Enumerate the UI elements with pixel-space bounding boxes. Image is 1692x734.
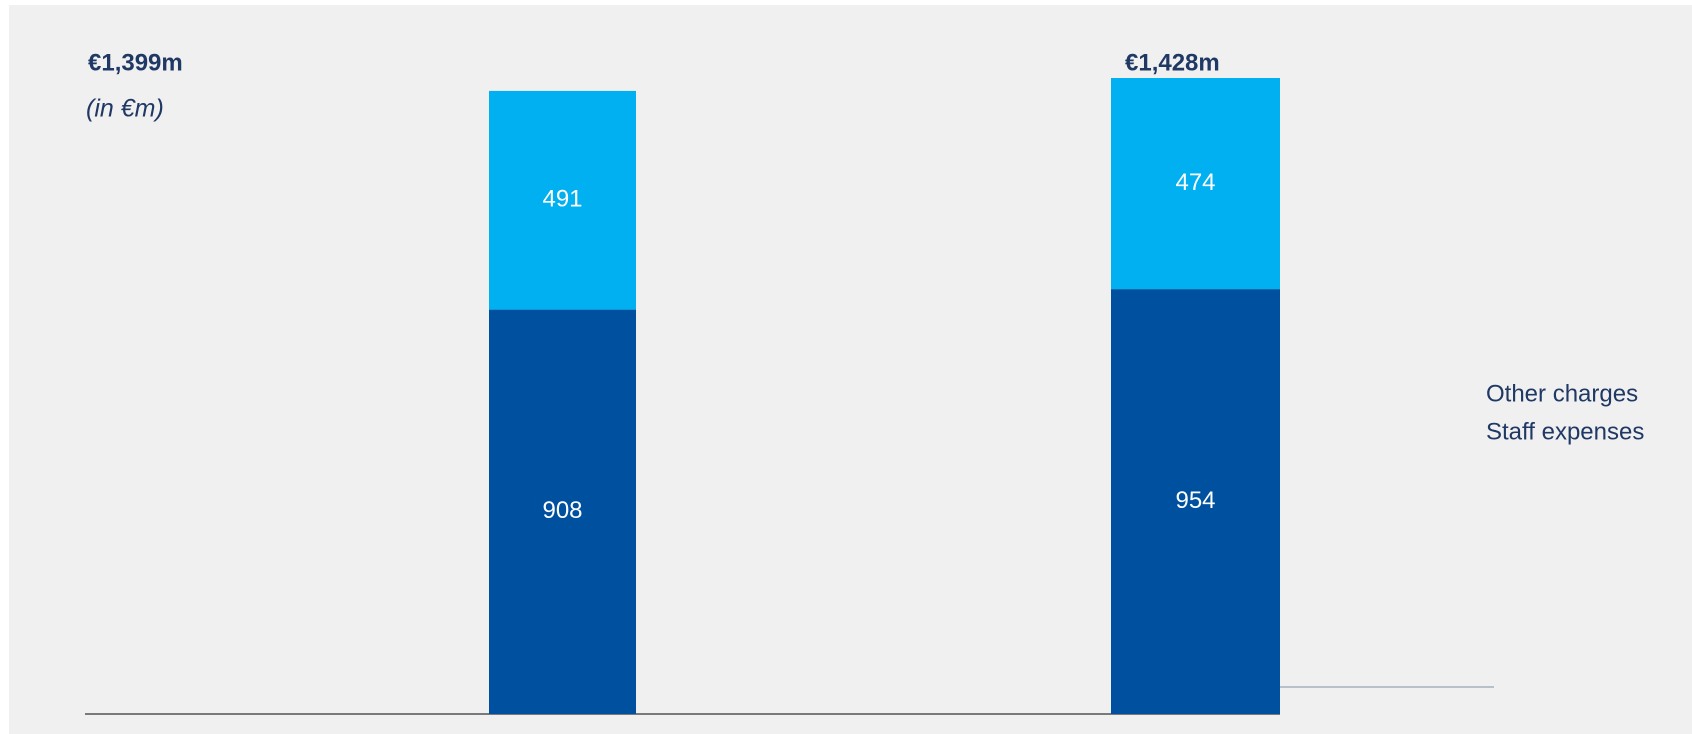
value-label: 908 <box>542 497 582 524</box>
total-label: €1,428m <box>1125 49 1220 76</box>
value-label: 954 <box>1175 487 1215 514</box>
value-label: 491 <box>542 186 582 213</box>
legend-label: Staff expenses <box>1486 418 1644 445</box>
panel <box>9 5 1692 734</box>
value-label: 474 <box>1175 169 1215 196</box>
bar-segment <box>489 90 636 310</box>
total-label: €1,399m <box>88 49 183 76</box>
bar-segment <box>1111 78 1280 290</box>
bar-segment <box>489 309 636 714</box>
subtitle: (in €m) <box>86 95 164 123</box>
legend-label: Other charges <box>1486 380 1638 407</box>
bar-segment <box>1111 289 1280 714</box>
